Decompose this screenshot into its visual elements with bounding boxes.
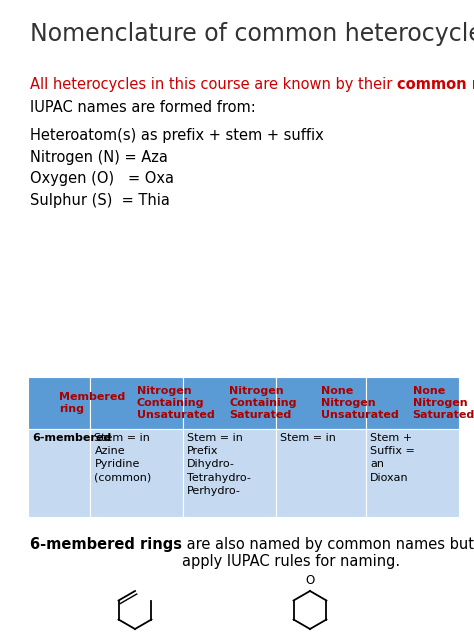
- Bar: [366, 377, 459, 429]
- Text: Membered
ring: Membered ring: [59, 392, 126, 414]
- Bar: [366, 429, 459, 517]
- Bar: [28, 377, 91, 429]
- Text: None
Nitrogen
Unsaturated: None Nitrogen Unsaturated: [321, 386, 399, 420]
- Bar: [276, 429, 366, 517]
- Text: are also named by common names but also we can
apply IUPAC rules for naming.: are also named by common names but also …: [182, 537, 474, 569]
- Text: Nitrogen
Containing
Unsaturated: Nitrogen Containing Unsaturated: [137, 386, 215, 420]
- Text: All heterocycles in this course are known by their: All heterocycles in this course are know…: [30, 77, 397, 92]
- Text: Oxygen (O)   = Oxa: Oxygen (O) = Oxa: [30, 171, 174, 186]
- Bar: [183, 377, 276, 429]
- Text: Nitrogen (N) = Aza: Nitrogen (N) = Aza: [30, 150, 168, 164]
- Bar: [183, 429, 276, 517]
- Text: Sulphur (S)  = Thia: Sulphur (S) = Thia: [30, 193, 170, 207]
- Text: Nomenclature of common heterocycles-2: Nomenclature of common heterocycles-2: [30, 22, 474, 46]
- Text: Stem = in: Stem = in: [280, 433, 336, 443]
- Text: None
Nitrogen
Saturated: None Nitrogen Saturated: [413, 386, 474, 420]
- Text: IUPAC names are formed from:: IUPAC names are formed from:: [30, 100, 256, 115]
- Text: 6-membered: 6-membered: [32, 433, 111, 443]
- Bar: [91, 429, 183, 517]
- Text: Stem = in
Azine
Pyridine
(common): Stem = in Azine Pyridine (common): [94, 433, 152, 483]
- Text: Stem +
Suffix =
an
Dioxan: Stem + Suffix = an Dioxan: [370, 433, 415, 483]
- Bar: [28, 429, 91, 517]
- Text: O: O: [305, 574, 315, 587]
- Text: Stem = in
Prefix
Dihydro-
Tetrahydro-
Perhydro-: Stem = in Prefix Dihydro- Tetrahydro- Pe…: [187, 433, 251, 495]
- Bar: [276, 377, 366, 429]
- Text: Nitrogen
Containing
Saturated: Nitrogen Containing Saturated: [229, 386, 297, 420]
- Bar: [91, 377, 183, 429]
- Text: Heteroatom(s) as prefix + stem + suffix: Heteroatom(s) as prefix + stem + suffix: [30, 128, 324, 143]
- Text: common names: common names: [397, 77, 474, 92]
- Text: 6-membered rings: 6-membered rings: [30, 537, 182, 552]
